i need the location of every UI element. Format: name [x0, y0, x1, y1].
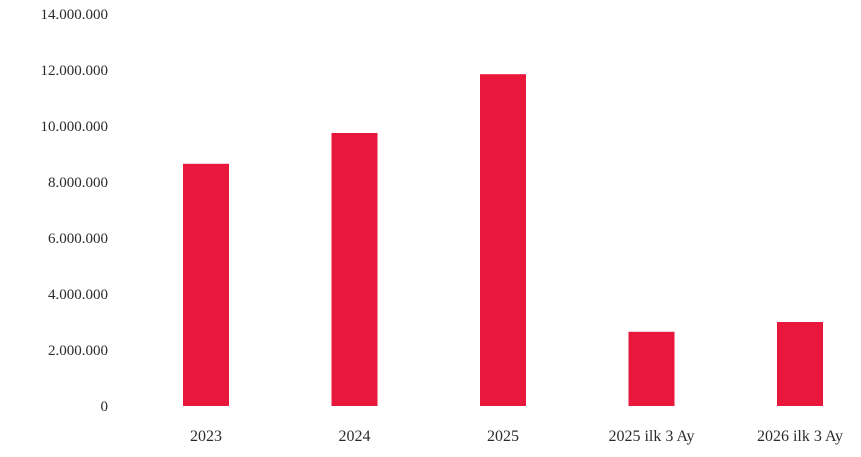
- bar: [628, 331, 675, 406]
- y-tick-label: 8.000.000: [48, 175, 108, 191]
- x-tick-label: 2025: [487, 428, 519, 445]
- bar: [183, 163, 229, 406]
- y-tick-label: 2.000.000: [48, 343, 108, 359]
- x-axis: 2023 2024 2025 2025 ilk 3 Ay 2026 ilk 3 Ay: [190, 428, 843, 445]
- x-tick-label: 2025 ilk 3 Ay: [608, 428, 694, 445]
- bars-group: [183, 74, 823, 406]
- y-tick-label: 6.000.000: [48, 231, 108, 247]
- x-tick-label: 2023: [190, 428, 222, 445]
- x-tick-label: 2024: [339, 428, 371, 445]
- bar: [777, 322, 823, 406]
- y-tick-label: 12.000.000: [41, 63, 109, 79]
- y-tick-label: 14.000.000: [41, 7, 109, 23]
- y-axis: 0 2.000.000 4.000.000 6.000.000 8.000.000 10.…: [41, 7, 109, 415]
- y-tick-label: 10.000.000: [41, 119, 109, 135]
- bar: [480, 74, 526, 406]
- x-tick-label: 2026 ilk 3 Ay: [757, 428, 843, 445]
- y-tick-label: 0: [101, 399, 109, 415]
- bar: [331, 133, 378, 406]
- y-tick-label: 4.000.000: [48, 287, 108, 303]
